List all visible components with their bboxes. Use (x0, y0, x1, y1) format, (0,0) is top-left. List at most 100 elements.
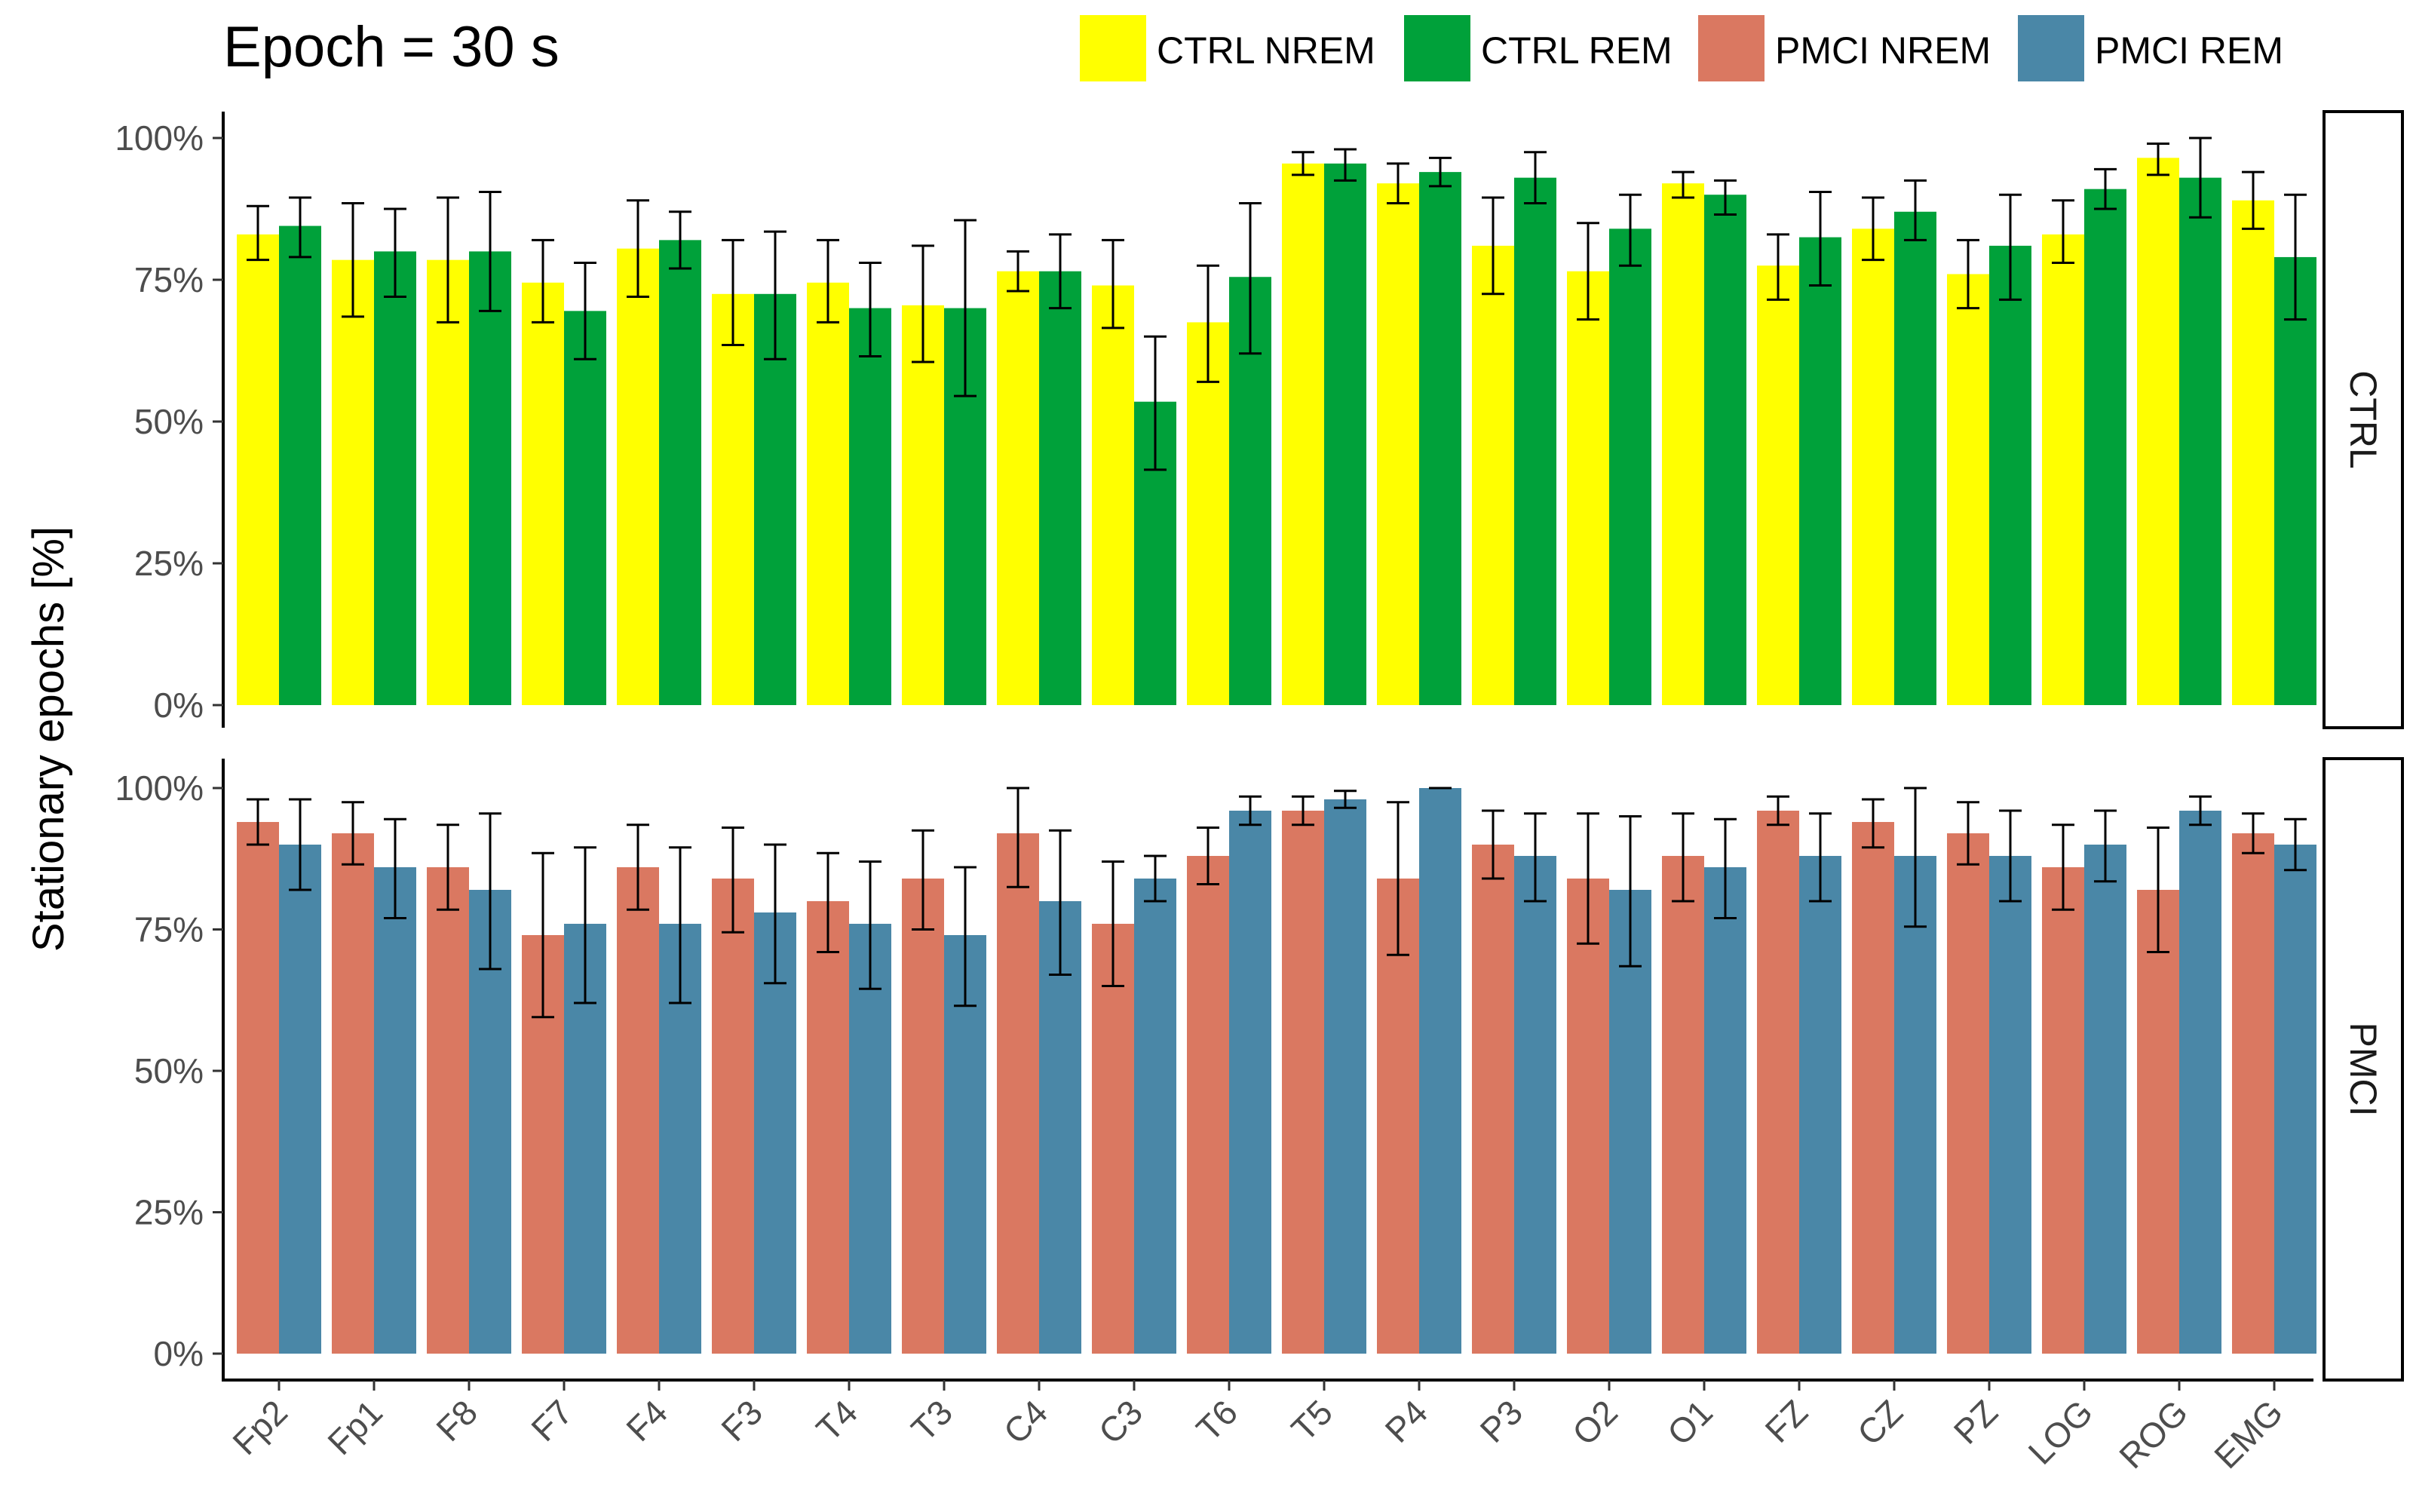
error-bar (1482, 196, 1504, 296)
bar (1134, 879, 1176, 1354)
error-bar (1672, 812, 1694, 903)
error-bar (1239, 201, 1262, 355)
error-bar (1999, 809, 2022, 903)
legend-item: PMCI REM (2018, 15, 2283, 81)
legend-label: CTRL REM (1481, 29, 1673, 72)
error-bar (1619, 815, 1642, 968)
bar (1894, 856, 1936, 1354)
bar (997, 833, 1039, 1354)
legend-swatch (1698, 15, 1765, 81)
x-tick-label: Fp1 (320, 1392, 390, 1462)
y-tick-label: 100% (115, 768, 204, 808)
bar (617, 867, 659, 1354)
legend-label: CTRL NREM (1157, 29, 1375, 72)
bar (1662, 183, 1704, 705)
error-bars (247, 787, 2264, 1019)
bar (279, 225, 321, 705)
error-bar (1714, 179, 1737, 216)
bar (1324, 799, 1366, 1354)
y-tick-label: 75% (134, 260, 204, 299)
x-tick-label: F8 (428, 1392, 485, 1449)
error-bar (817, 851, 839, 953)
bar (2179, 811, 2221, 1354)
bar (237, 234, 279, 706)
y-tick-label: 25% (134, 544, 204, 583)
error-bar (247, 798, 269, 846)
bar (1989, 245, 2031, 705)
bar (1377, 183, 1419, 705)
error-bar (1862, 798, 1884, 849)
error-bar (1197, 827, 1219, 885)
bar (1757, 265, 1799, 705)
x-tick-label: T6 (1188, 1392, 1245, 1449)
x-tick-label: O2 (1565, 1392, 1625, 1452)
error-bar (2189, 795, 2212, 827)
bar (279, 845, 321, 1354)
bar (1567, 879, 1609, 1354)
bar (754, 912, 796, 1354)
error-bars (289, 136, 2307, 471)
error-bar (2189, 136, 2212, 219)
error-bar (1292, 795, 1314, 827)
error-bar (764, 230, 786, 360)
bar (1894, 211, 1936, 705)
legend-swatch (1404, 15, 1470, 81)
bar (1947, 833, 1989, 1354)
error-bar (2284, 193, 2307, 321)
error-bar (627, 823, 649, 911)
error-bar (1049, 829, 1072, 976)
error-bar (1904, 179, 1927, 241)
bar (2274, 256, 2316, 705)
bar (1852, 228, 1894, 705)
error-bar (1144, 854, 1167, 903)
x-tick-label: T3 (903, 1392, 960, 1449)
error-bar (1049, 233, 1072, 310)
bar (1092, 285, 1134, 705)
x-tick-label: O1 (1660, 1392, 1720, 1452)
error-bar (2284, 817, 2307, 872)
panels: 0% 25% 50% 75% 100% CTRL 0% 25% 50% 75% 100% PMCI (115, 110, 2404, 1382)
error-bar (817, 238, 839, 324)
error-bar (669, 846, 691, 1004)
error-bar (1619, 193, 1642, 267)
legend-swatch (1080, 15, 1146, 81)
bar (2042, 867, 2084, 1354)
y-tick-label: 100% (115, 118, 204, 158)
error-bar (2147, 827, 2169, 953)
bar (849, 308, 891, 706)
bar (1187, 322, 1229, 705)
legend: CTRL NREM CTRL REM PMCI NREM PMCI REM (1080, 15, 2283, 81)
bar (1092, 924, 1134, 1354)
x-tick-label: F4 (618, 1392, 675, 1449)
y-tick-label: 75% (134, 910, 204, 949)
bar (712, 293, 754, 705)
bar (564, 311, 606, 705)
bar (1039, 901, 1081, 1354)
error-bar (1577, 222, 1599, 321)
error-bar (437, 196, 459, 324)
x-tick-label: P4 (1378, 1392, 1436, 1450)
error-bar (1007, 787, 1029, 888)
error-bar (342, 201, 364, 318)
bar (332, 833, 374, 1354)
error-bar (954, 866, 977, 1007)
error-bar (1239, 795, 1262, 827)
bar (1567, 271, 1609, 706)
bar (2232, 200, 2274, 706)
error-bar (574, 846, 596, 1004)
bar (659, 240, 701, 705)
error-bar (1767, 233, 1789, 301)
bar (1609, 228, 1651, 705)
bar (2232, 833, 2274, 1354)
bar (997, 271, 1039, 706)
bar (617, 248, 659, 705)
error-bar (1999, 193, 2022, 301)
error-bar (384, 817, 406, 919)
facet-strip-label: PMCI (2342, 1023, 2384, 1117)
error-bar (1714, 817, 1737, 919)
error-bar (1387, 162, 1409, 204)
error-bar (1144, 335, 1167, 471)
bar (332, 259, 374, 705)
error-bar (1334, 148, 1357, 182)
